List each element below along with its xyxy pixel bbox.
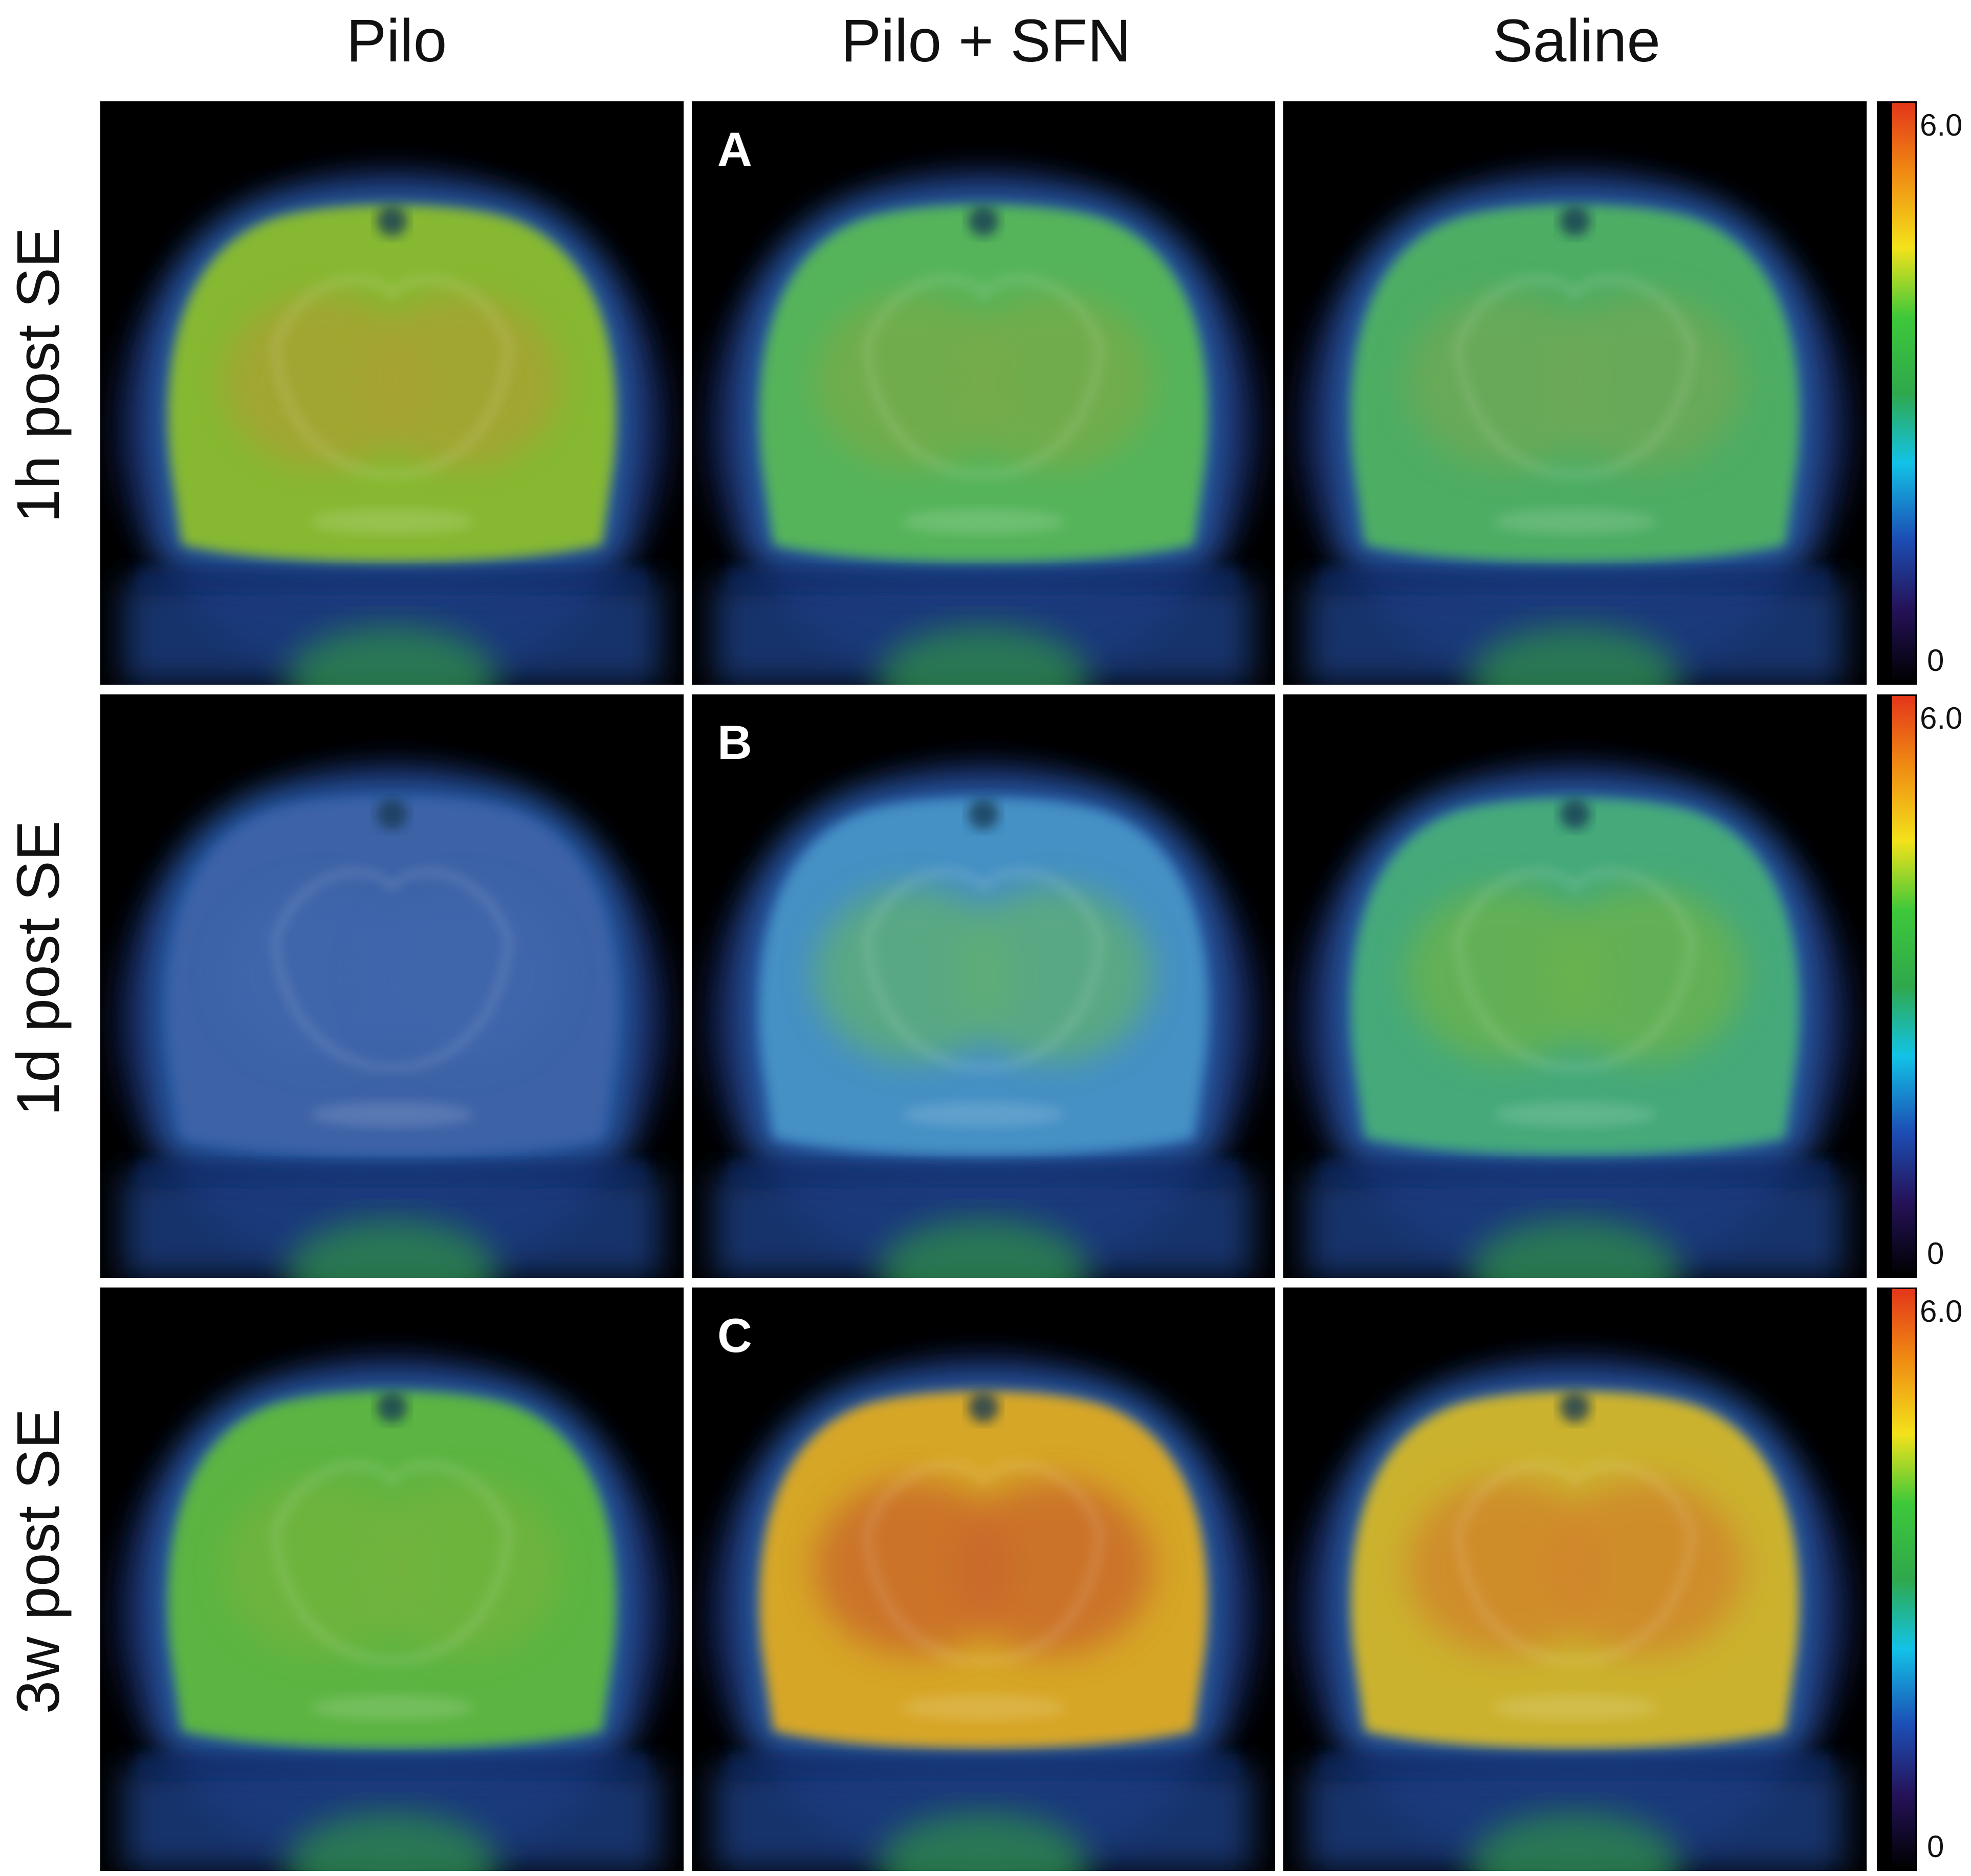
- pet-image-saline-3w: [1283, 1288, 1867, 1871]
- pet-image-pilo-1d: [100, 694, 684, 1278]
- pet-image-pilo-3w: [100, 1288, 684, 1871]
- colorbar-min-label-1h: 0: [1927, 643, 1944, 678]
- colorbar-min-label-1d: 0: [1927, 1236, 1944, 1271]
- pet-image-pilo-1h: [100, 101, 684, 685]
- colorbar-max-label-1h: 6.0: [1920, 108, 1963, 142]
- panel-letter-b: B: [717, 715, 752, 769]
- colorbar-min-label-3w: 0: [1927, 1829, 1944, 1864]
- column-title-pilo-sfn: Pilo + SFN: [841, 7, 1131, 75]
- pet-image-pilo-sfn-1h: A: [692, 101, 1275, 685]
- row-title-1h: 1h post SE: [5, 227, 72, 523]
- colorbar-max-label-1d: 6.0: [1920, 701, 1963, 735]
- row-title-1d: 1d post SE: [5, 820, 72, 1116]
- column-title-pilo: Pilo: [346, 7, 447, 75]
- colorbar-max-label-3w: 6.0: [1920, 1294, 1963, 1328]
- colorbar-1h: [1877, 101, 1917, 685]
- pet-image-pilo-sfn-1d: B: [692, 694, 1275, 1278]
- column-title-saline: Saline: [1492, 7, 1660, 75]
- row-title-3w: 3w post SE: [5, 1408, 72, 1714]
- panel-letter-a: A: [717, 122, 752, 176]
- colorbar-3w: [1877, 1288, 1917, 1871]
- pet-image-saline-1h: [1283, 101, 1867, 685]
- colorbar-1d: [1877, 694, 1917, 1278]
- pet-image-pilo-sfn-3w: C: [692, 1288, 1275, 1871]
- pet-image-saline-1d: [1283, 694, 1867, 1278]
- panel-letter-c: C: [717, 1308, 752, 1362]
